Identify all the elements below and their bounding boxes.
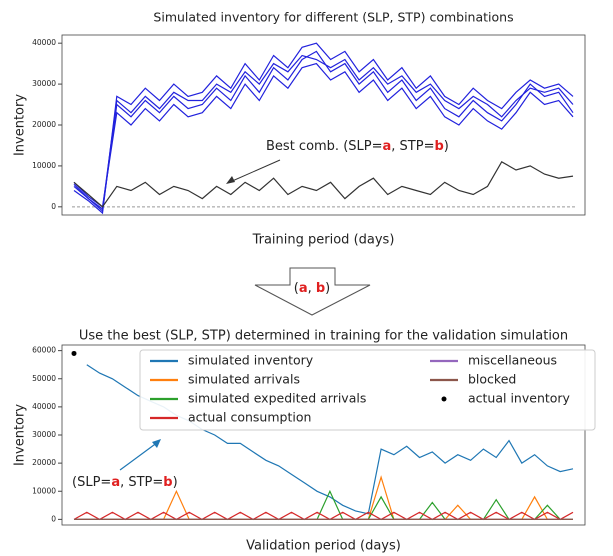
annotation-arrowhead	[226, 176, 235, 184]
y-tick-label: 60000	[32, 346, 56, 355]
annotation-part: ,	[308, 281, 316, 296]
y-tick-label: 10000	[32, 486, 56, 495]
annotation-part: , STP=	[120, 475, 163, 490]
series-line	[73, 160, 574, 208]
annotation-arrow	[229, 159, 281, 183]
annotation-part: b	[434, 139, 443, 154]
y-axis-label: Inventory	[13, 94, 28, 156]
legend	[139, 349, 596, 431]
legend-label: simulated expedited arrivals	[188, 391, 366, 406]
series-line	[73, 62, 574, 208]
annotation-part: )	[444, 139, 449, 154]
legend-label: blocked	[468, 372, 516, 387]
y-tick-label: 0	[51, 202, 56, 211]
chart-title: Simulated inventory for different (SLP, …	[153, 10, 513, 25]
annotation-part: )	[325, 281, 330, 296]
series-line	[73, 50, 574, 213]
annotation-part: b	[163, 475, 172, 490]
flow-arrow	[254, 267, 371, 316]
y-tick-label: 30000	[32, 79, 56, 88]
annotation-part: , STP=	[391, 139, 434, 154]
y-tick-label: 40000	[32, 38, 56, 47]
x-axis-label: Training period (days)	[252, 233, 395, 248]
legend-label: miscellaneous	[468, 353, 557, 368]
x-axis-label: Validation period (days)	[246, 539, 401, 554]
annotation-part: (	[294, 281, 299, 296]
y-tick-label: 10000	[32, 161, 56, 170]
y-tick-label: 40000	[32, 402, 56, 411]
annotation-arrowhead	[152, 439, 161, 448]
data-point	[71, 350, 77, 356]
annotation-part: a	[111, 475, 120, 490]
annotation-part: a	[299, 281, 308, 296]
legend-label: actual consumption	[188, 410, 311, 425]
legend-label: simulated inventory	[188, 353, 314, 368]
annotation: (SLP=a, STP=b)	[72, 475, 178, 490]
annotation-arrow	[119, 441, 159, 471]
legend-label: actual inventory	[468, 391, 571, 406]
annotation-part: a	[383, 139, 392, 154]
y-axis-label: Inventory	[13, 404, 28, 466]
annotation: (a, b)	[294, 281, 331, 296]
y-tick-label: 20000	[32, 458, 56, 467]
chart-title: Use the best (SLP, STP) determined in tr…	[79, 329, 568, 344]
annotation-part: )	[173, 475, 178, 490]
y-tick-label: 30000	[32, 430, 56, 439]
legend-label: simulated arrivals	[188, 372, 300, 387]
legend-marker	[441, 396, 447, 402]
annotation: Best comb. (SLP=a, STP=b)	[266, 139, 449, 154]
y-tick-label: 0	[51, 514, 56, 523]
annotation-part: b	[316, 281, 325, 296]
y-tick-label: 50000	[32, 374, 56, 383]
annotation-part: Best comb. (SLP=	[266, 139, 383, 154]
series-line	[73, 511, 574, 521]
annotation-part: (SLP=	[72, 475, 111, 490]
series-line	[73, 54, 574, 210]
series-line	[73, 42, 574, 215]
y-tick-label: 20000	[32, 120, 56, 129]
